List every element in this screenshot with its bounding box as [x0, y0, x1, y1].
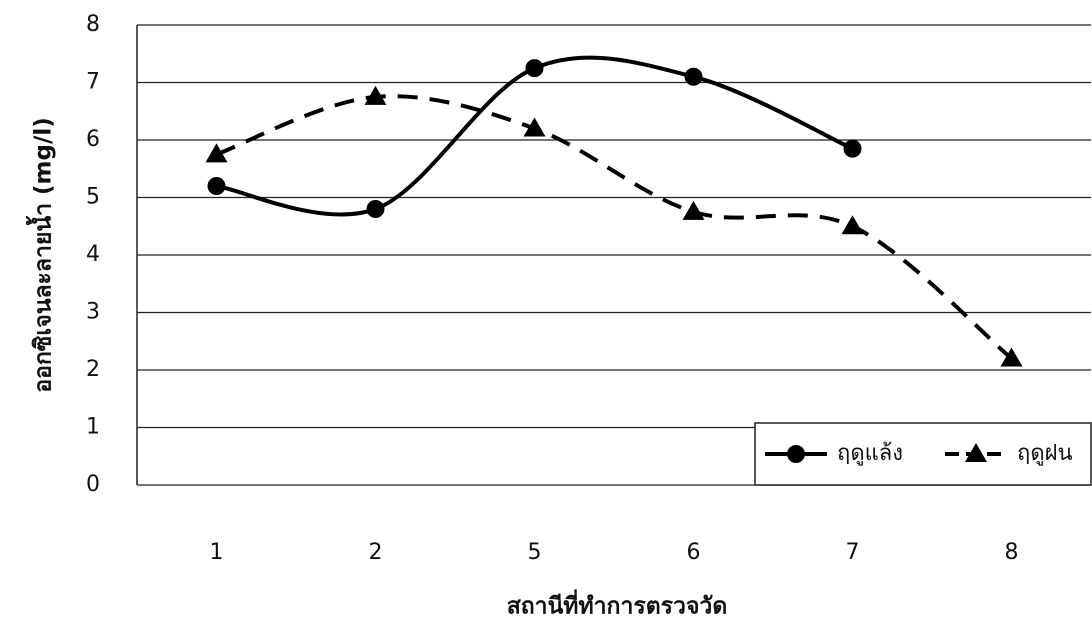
series-line — [215, 94, 1013, 361]
y-tick-label: 2 — [86, 357, 100, 382]
marker — [205, 143, 228, 163]
x-tick-label: 5 — [528, 540, 542, 565]
y-tick-label: 4 — [86, 242, 100, 267]
marker — [525, 59, 544, 78]
y-tick-label: 5 — [86, 185, 100, 210]
y-tick-label: 7 — [86, 70, 100, 95]
y-axis-title: ออกซิเจนละลายน้ำ (mg/l) — [26, 117, 57, 393]
y-tick-label: 8 — [86, 12, 100, 37]
marker — [841, 215, 864, 235]
y-tick-label: 6 — [86, 127, 100, 152]
marker — [684, 67, 703, 86]
legend-label: ฤดูฝน — [1017, 441, 1073, 466]
marker — [682, 200, 705, 220]
legend-label: ฤดูแล้ง — [837, 441, 903, 466]
y-tick-label: 1 — [86, 415, 100, 440]
x-axis-title: สถานีที่ทำการตรวจวัด — [507, 589, 728, 620]
x-tick-label: 7 — [846, 540, 860, 565]
marker — [1000, 347, 1023, 367]
x-tick-label: 2 — [369, 540, 383, 565]
legend: ฤดูแล้ง ฤดูฝน — [754, 422, 1092, 486]
marker — [364, 85, 387, 105]
marker — [965, 443, 987, 462]
y-tick-label: 0 — [86, 472, 100, 497]
marker — [207, 177, 226, 195]
x-tick-label: 1 — [210, 540, 224, 565]
marker — [787, 445, 805, 463]
marker — [843, 139, 862, 158]
marker — [366, 200, 385, 218]
y-tick-label: 3 — [86, 300, 100, 325]
marker — [523, 117, 546, 137]
x-tick-label: 6 — [687, 540, 701, 565]
x-tick-label: 8 — [1005, 540, 1019, 565]
